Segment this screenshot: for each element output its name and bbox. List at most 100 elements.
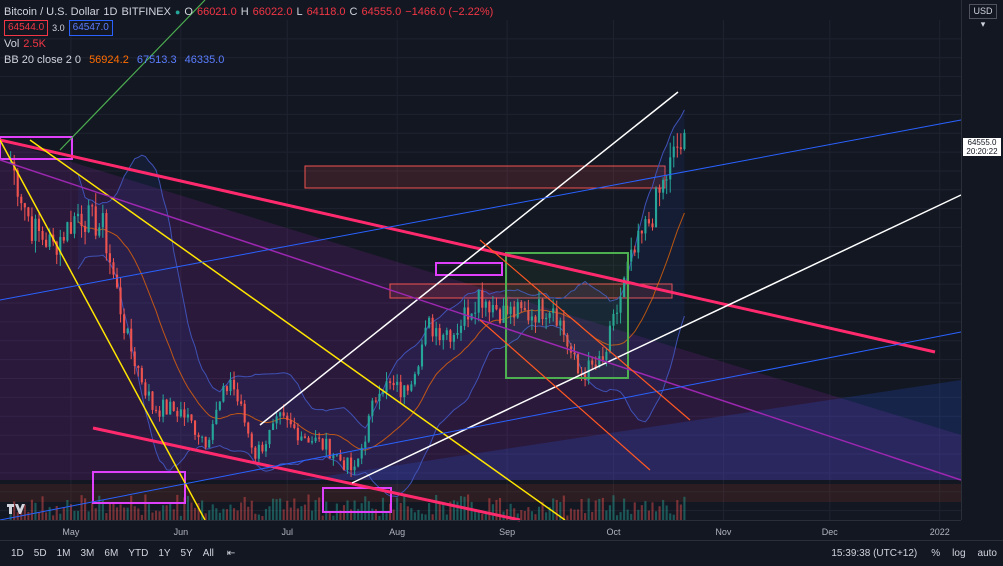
candle-body [662,179,665,193]
candle-body [158,410,161,417]
orange-line-1 [479,239,691,421]
volume-bar [346,500,349,520]
candle-body [601,356,604,361]
volume-bar [13,501,16,520]
volume-bar [158,511,161,520]
blue-trend-2 [0,331,962,521]
candle-body [119,287,122,315]
candle-body [84,225,87,232]
candle-body [566,334,569,347]
volume-bar [509,503,512,520]
symbol-name[interactable]: Bitcoin / U.S. Dollar [4,6,100,18]
bb-label[interactable]: BB 20 close 2 0 [4,54,82,66]
symbol-row: Bitcoin / U.S. Dollar 1D BITFINEX ● O 660… [4,4,493,20]
candle-body [45,239,48,247]
timeframe-5y[interactable]: 5Y [180,548,193,559]
candle-body [612,313,615,326]
trade-row: 64544.0 3.0 64547.0 [4,20,493,36]
candle-body [76,213,80,217]
volume-bar [615,515,619,520]
timeframe-1m[interactable]: 1M [56,548,71,559]
candle-body [73,216,76,234]
bb-row: BB 20 close 2 0 56924.2 67513.3 46335.0 [4,52,493,68]
timeframe-1y[interactable]: 1Y [158,548,171,559]
clock[interactable]: 15:39:38 (UTC+12) [831,548,918,559]
candle-body [321,438,324,450]
volume-bar [190,502,193,520]
candle-body [339,454,342,461]
candle-body [55,241,58,255]
candle-body [229,379,232,392]
volume-bar [169,502,172,520]
candle-body [385,381,388,393]
volume-bar [197,502,200,520]
candle-body [669,157,672,180]
bb-upper: 67513.3 [136,54,177,66]
candle-body [314,437,317,442]
date-range-icon[interactable]: ⇤ [226,548,236,559]
auto-toggle[interactable]: auto [977,548,997,559]
volume-bar [364,496,367,520]
volume-bar [381,497,385,520]
volume-bar [91,503,94,520]
volume-bar [491,504,494,520]
volume-bar [30,499,33,520]
candle-body [332,455,335,459]
volume-bar [626,509,629,520]
candle-body [240,401,243,404]
volume-bar [225,509,229,520]
volume-bar [119,504,122,520]
volume-label[interactable]: Vol [4,38,20,50]
candle-body [420,344,424,367]
volume-bar [537,506,541,520]
candle-body [562,320,565,335]
time-axis[interactable] [0,520,961,541]
price-axis[interactable] [961,0,1003,520]
sell-button[interactable]: 64544.0 [4,20,49,36]
volume-bar [112,503,115,520]
timeframe-ytd[interactable]: YTD [128,548,149,559]
volume-bar [172,509,175,520]
volume-bar [396,497,399,520]
buy-button[interactable]: 64547.0 [68,20,113,36]
volume-bar [240,502,243,520]
timeframe-5d[interactable]: 5D [33,548,47,559]
timeframe-6m[interactable]: 6M [104,548,119,559]
candle-body [87,205,90,232]
volume-bar [69,504,72,520]
volume-bar [662,500,665,520]
candle-body [498,309,502,323]
time-axis-labels: May Jun Jul Aug Sep Oct Nov Dec 2022 [62,527,949,537]
candle-body [34,218,37,241]
candle-body [296,427,299,441]
volume-bar [137,508,140,520]
candle-body [108,253,111,263]
volume-bar [385,511,388,520]
volume-bar [442,504,445,520]
tradingview-logo-icon[interactable] [6,502,26,516]
volume-bar [66,499,69,520]
volume-bar [328,511,331,520]
candle-body [279,412,282,417]
percent-toggle[interactable]: % [931,548,941,559]
candle-body [123,314,126,334]
candle-body [193,420,197,435]
timeframe-3m[interactable]: 3M [80,548,95,559]
timeframe-1d[interactable]: 1D [11,548,24,559]
volume-bar [669,513,672,520]
currency-dropdown[interactable]: USD ▾ [969,4,997,29]
volume-bar [282,509,285,520]
candle-body [27,207,30,217]
volume-bar [406,506,409,520]
candle-body [615,312,619,314]
log-toggle[interactable]: log [952,548,966,559]
candle-body [190,414,193,421]
volume-bar [584,513,587,520]
volume-bar [130,495,133,520]
volume-bar [598,498,601,520]
volume-bar [204,513,207,520]
timeframe-all[interactable]: All [202,548,214,559]
volume-bar [559,501,562,520]
volume-bar [520,510,523,520]
